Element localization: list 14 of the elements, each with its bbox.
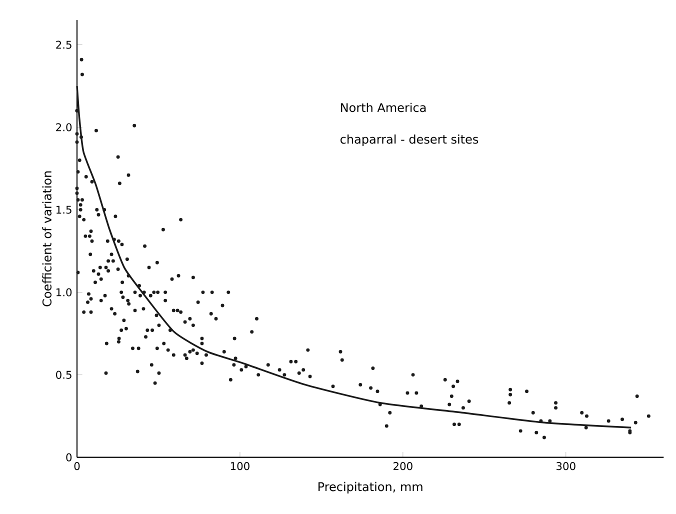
y-axis-title: Coefficient of variation	[42, 171, 52, 306]
x-axis-title: Precipitation, mm	[318, 482, 422, 494]
annotation: North America	[341, 102, 426, 112]
x-tick-label: 0	[74, 462, 80, 470]
y-tick-label: 2.0	[56, 123, 72, 132]
y-tick-label: 0	[66, 453, 72, 462]
x-tick-label: 300	[556, 462, 576, 470]
y-tick-label: 1.0	[56, 288, 72, 296]
y-tick-label: 2.5	[56, 40, 72, 49]
y-tick-label: 1.5	[56, 206, 72, 214]
x-tick-label: 100	[230, 462, 250, 470]
y-tick-label: 0.5	[56, 370, 72, 379]
annotation: chaparral - desert sites	[340, 134, 478, 146]
x-tick-label: 200	[394, 462, 412, 470]
